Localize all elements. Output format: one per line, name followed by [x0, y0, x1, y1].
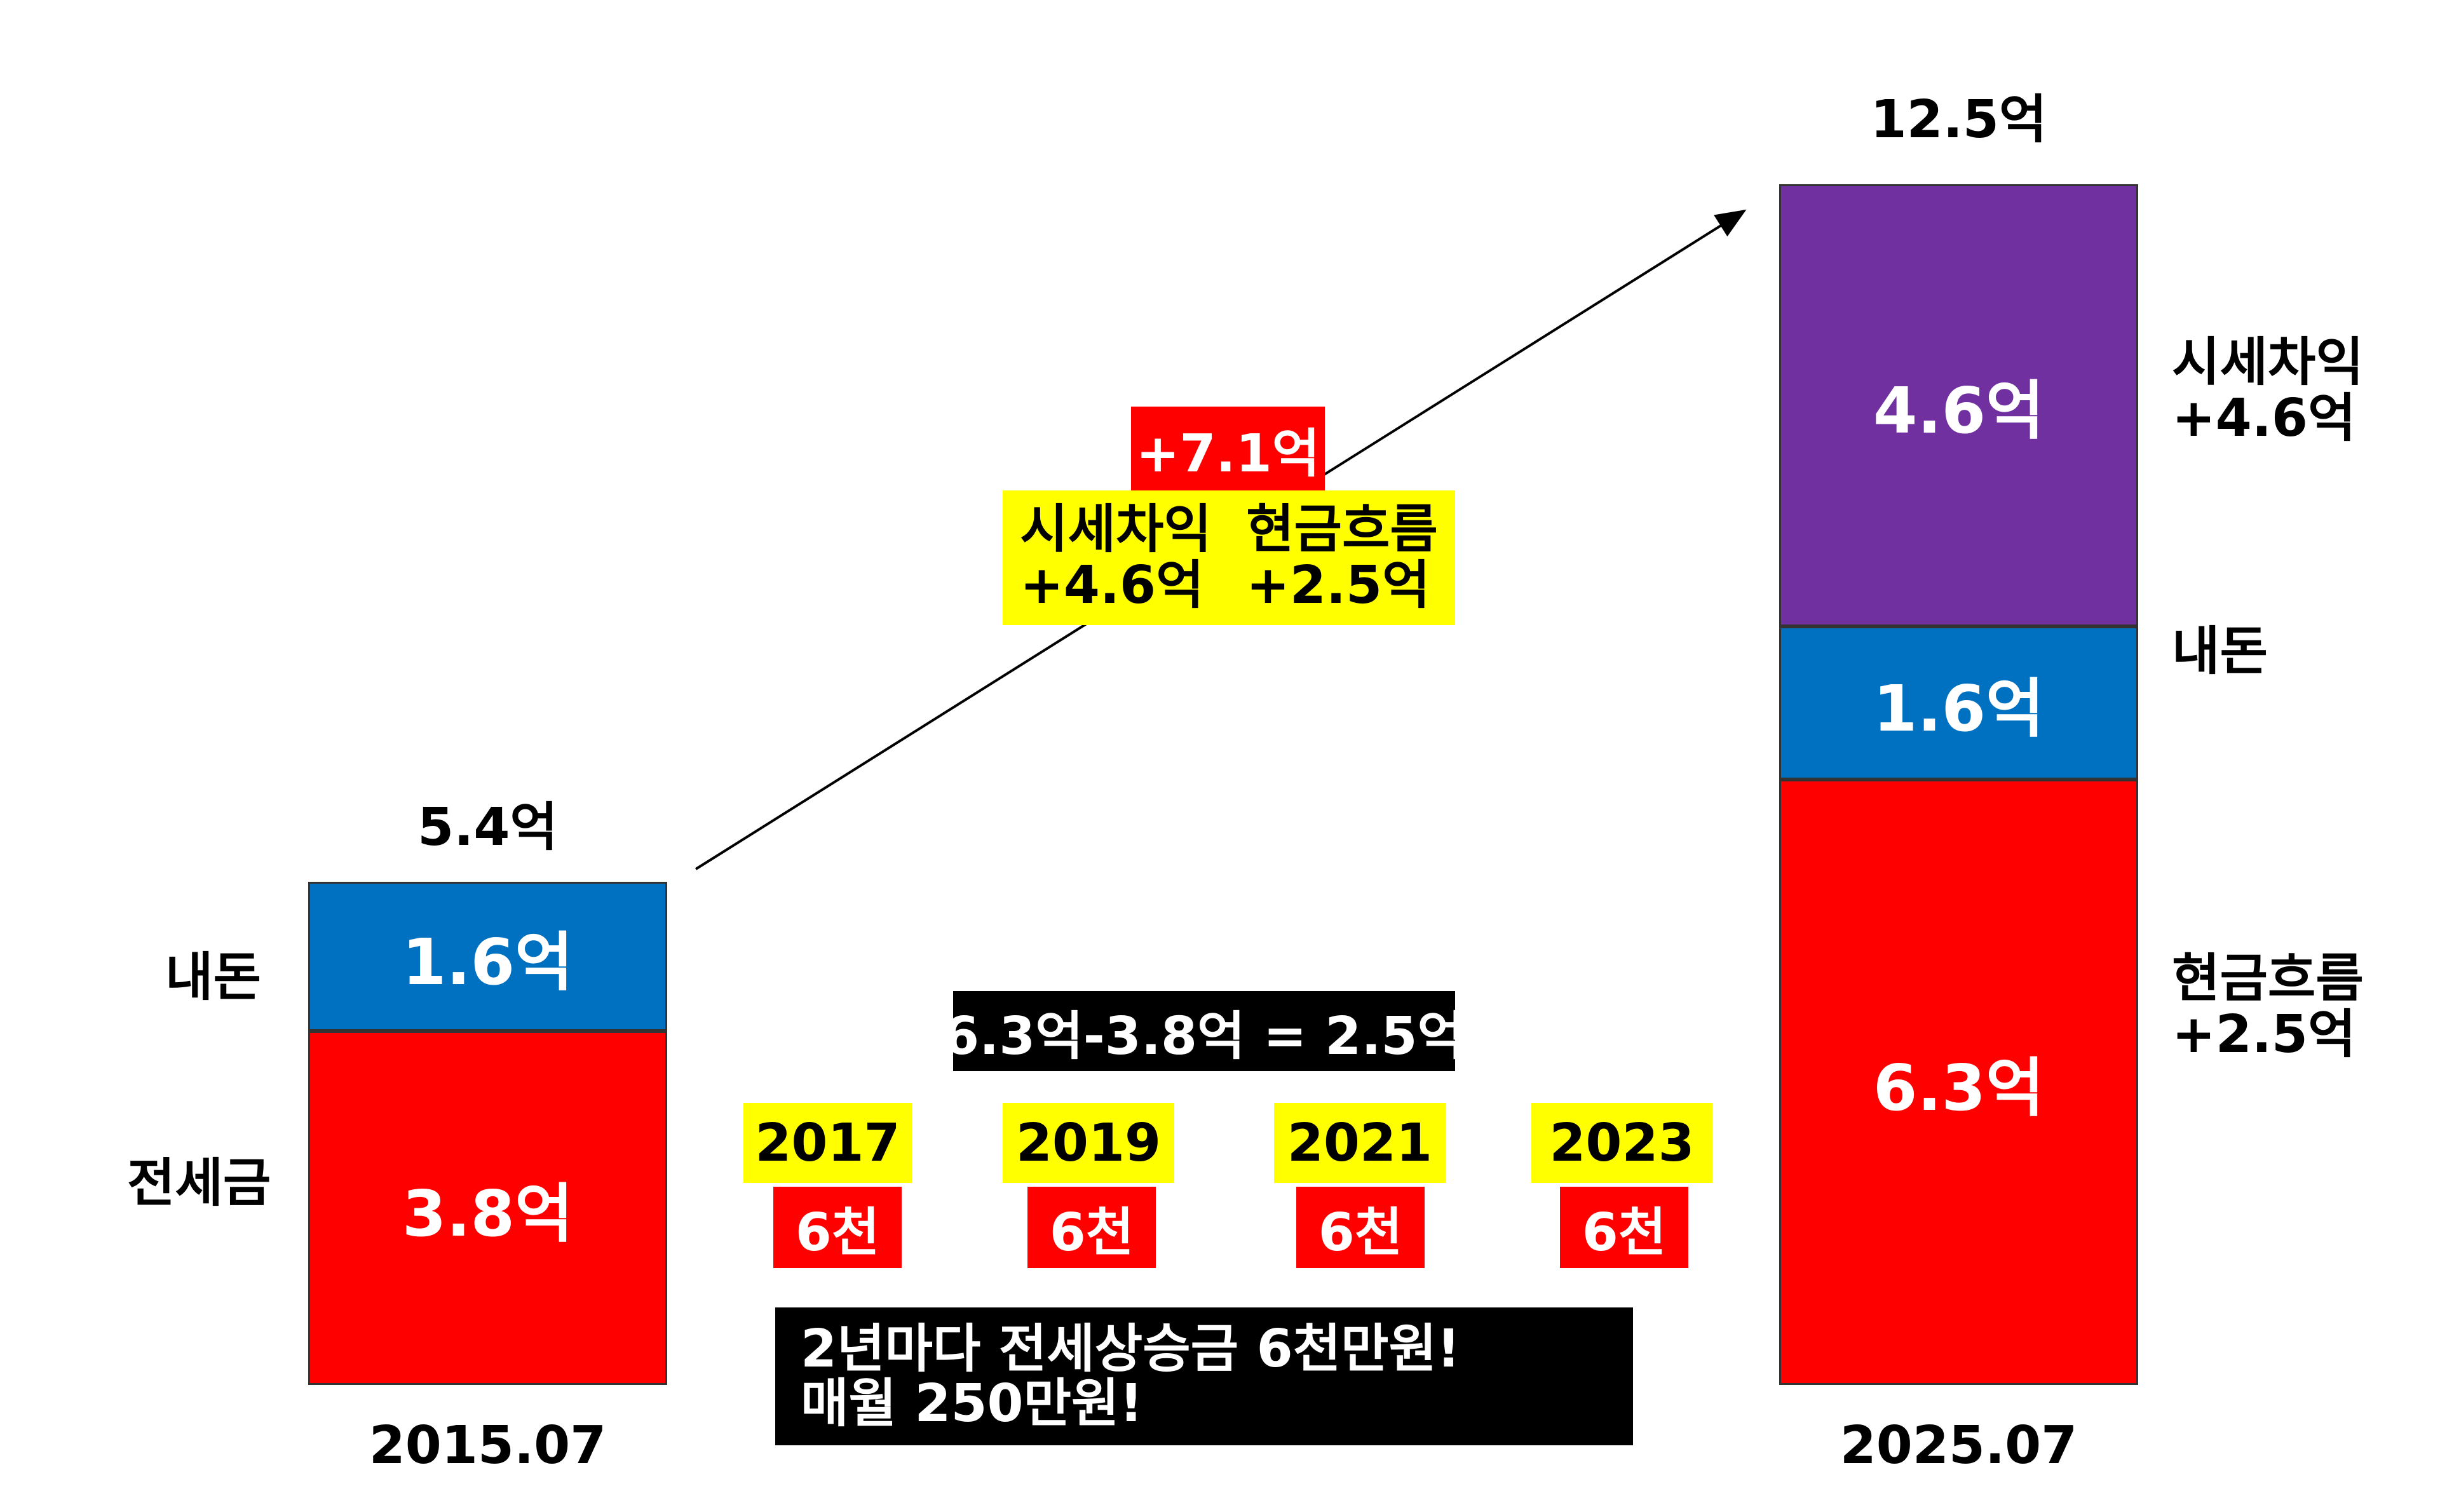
note-box: 2년마다 전세상승금 6천만원! 매월 250만원!	[775, 1307, 1633, 1445]
gain-item-cashflow-value: +2.5억	[1246, 555, 1430, 616]
amount-badge-2019: 6천	[1027, 1187, 1156, 1268]
side-label-deposit-left: 전세금	[127, 1153, 271, 1213]
amount-badge-2017: 6천	[773, 1187, 902, 1268]
side-label-cashflow-value: +2.5억	[2172, 1004, 2356, 1065]
side-label-gain-right: 시세차익 +4.6억	[2172, 337, 2364, 445]
gain-item-cashflow-name: 현금흐름	[1246, 499, 1438, 560]
year-badge-2021: 2021	[1274, 1103, 1446, 1183]
side-label-gain-value: +4.6억	[2172, 388, 2356, 449]
gain-total-badge: +7.1억	[1131, 407, 1325, 490]
total-label-2025: 12.5억	[1870, 90, 2047, 150]
segment-2025-07-1: 1.6억	[1779, 626, 2138, 780]
year-badge-2019: 2019	[1003, 1103, 1174, 1183]
gain-item-price-value: +4.6억	[1020, 555, 1204, 616]
bar-2015: 3.8억 1.6억	[308, 882, 667, 1385]
segment-2025-07-2: 4.6억	[1779, 184, 2138, 626]
gain-item-price: 시세차익 +4.6억	[1020, 504, 1212, 612]
gain-item-cashflow: 현금흐름 +2.5억	[1246, 504, 1438, 612]
segment-2015-07-1: 1.6억	[308, 882, 667, 1031]
gain-item-price-name: 시세차익	[1020, 499, 1212, 560]
formula-box: 6.3억-3.8억 = 2.5억	[943, 991, 1465, 1071]
segment-2015-07-0: 3.8억	[308, 1030, 667, 1385]
side-label-gain-name: 시세차익	[2172, 332, 2364, 393]
side-label-cashflow-name: 현금흐름	[2172, 948, 2364, 1009]
note-line-2: 매월 250만원!	[801, 1373, 1143, 1434]
side-label-cashflow-right: 현금흐름 +2.5억	[2172, 953, 2364, 1061]
side-label-mymoney-left: 내돈	[165, 947, 261, 1008]
gain-breakdown-box: 시세차익 +4.6억 현금흐름 +2.5억	[1003, 490, 1455, 625]
total-label-2015: 5.4억	[417, 797, 558, 858]
side-label-mymoney-right: 내돈	[2172, 621, 2268, 682]
amount-badge-2023: 6천	[1560, 1187, 1688, 1268]
note-line-1: 2년마다 전세상승금 6천만원!	[801, 1318, 1461, 1379]
bar-2025: 6.3억 1.6억 4.6억	[1779, 184, 2138, 1385]
year-badge-2023: 2023	[1531, 1103, 1712, 1183]
year-badge-2017: 2017	[743, 1103, 912, 1183]
date-label-2025: 2025.07	[1840, 1415, 2078, 1476]
date-label-2015: 2015.07	[369, 1415, 607, 1476]
segment-2025-07-0: 6.3억	[1779, 780, 2138, 1385]
amount-badge-2021: 6천	[1296, 1187, 1425, 1268]
